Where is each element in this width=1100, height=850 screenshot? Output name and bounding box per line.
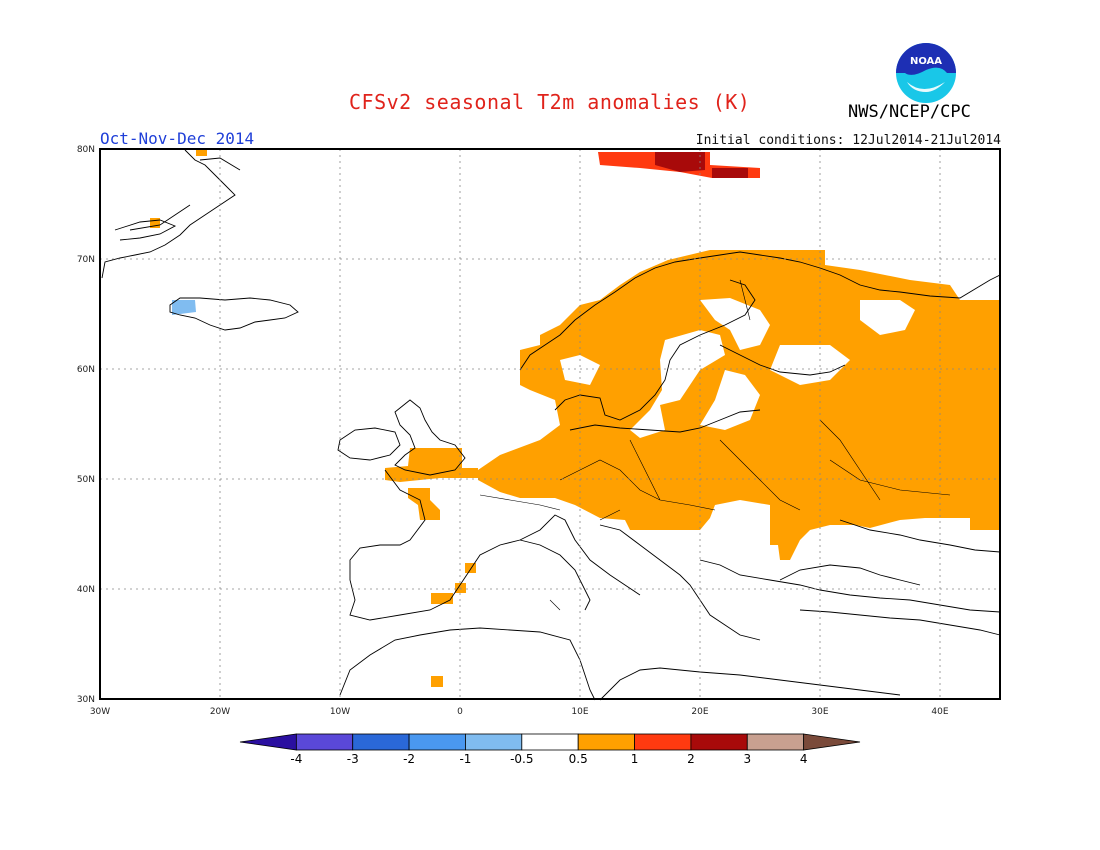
lat-tick-label: 80N — [77, 145, 95, 155]
legend-triangle-high — [803, 733, 861, 751]
legend-triangle-low — [239, 733, 297, 751]
legend-swatch — [746, 733, 805, 751]
agency-label: NWS/NCEP/CPC — [848, 102, 971, 122]
anomaly-fills — [150, 148, 1000, 687]
lat-tick-label: 70N — [77, 255, 95, 265]
color-legend-labels: -4 -3 -2 -1 -0.5 0.5 1 2 3 4 — [290, 752, 807, 766]
legend-tick-label: 1 — [631, 752, 639, 766]
lat-tick-label: 40N — [77, 585, 95, 595]
anomaly-region-iceland — [172, 300, 196, 315]
initial-conditions-label: Initial conditions: 12Jul2014-21Jul2014 — [695, 133, 1001, 148]
svg-text:NOAA: NOAA — [910, 56, 942, 67]
lon-tick-label: 0 — [457, 707, 463, 717]
lon-tick-label: 10E — [571, 707, 588, 717]
anomaly-region-uk — [385, 448, 478, 482]
legend-tick-label: 4 — [800, 752, 808, 766]
legend-swatch — [295, 733, 354, 751]
legend-swatch — [577, 733, 635, 751]
lon-tick-label: 40E — [931, 707, 948, 717]
legend-tick-label: -3 — [347, 752, 359, 766]
map-frame — [99, 148, 1001, 700]
lon-tick-label: 10W — [330, 707, 350, 717]
lon-tick-label: 20E — [691, 707, 708, 717]
lat-tick-label: 60N — [77, 365, 95, 375]
legend-tick-label: 3 — [743, 752, 751, 766]
lon-tick-label: 30W — [90, 707, 110, 717]
legend-swatch — [465, 733, 523, 751]
legend-tick-label: 2 — [687, 752, 695, 766]
color-legend — [239, 733, 861, 751]
legend-tick-label: -4 — [290, 752, 302, 766]
legend-tick-label: -1 — [459, 752, 471, 766]
legend-swatch — [408, 733, 466, 751]
lon-tick-label: 20W — [210, 707, 230, 717]
legend-tick-label: -0.5 — [510, 752, 533, 766]
coastlines — [101, 149, 1001, 701]
chart-title: CFSv2 seasonal T2m anomalies (K) — [349, 90, 751, 114]
lat-tick-label: 50N — [77, 475, 95, 485]
legend-tick-label: -2 — [403, 752, 415, 766]
legend-tick-label: 0.5 — [569, 752, 588, 766]
graticule — [100, 149, 1000, 699]
period-label: Oct-Nov-Dec 2014 — [100, 129, 255, 148]
longitude-labels: 30W 20W 10W 0 10E 20E 30E 40E — [90, 707, 949, 717]
lon-tick-label: 30E — [811, 707, 828, 717]
noaa-logo: NOAA — [896, 43, 956, 103]
lat-tick-label: 30N — [77, 695, 95, 705]
legend-swatch — [690, 733, 748, 751]
legend-swatch — [521, 733, 579, 751]
legend-swatch — [634, 733, 692, 751]
legend-swatch — [352, 733, 410, 751]
latitude-labels: 80N 70N 60N 50N 40N 30N — [77, 145, 95, 705]
